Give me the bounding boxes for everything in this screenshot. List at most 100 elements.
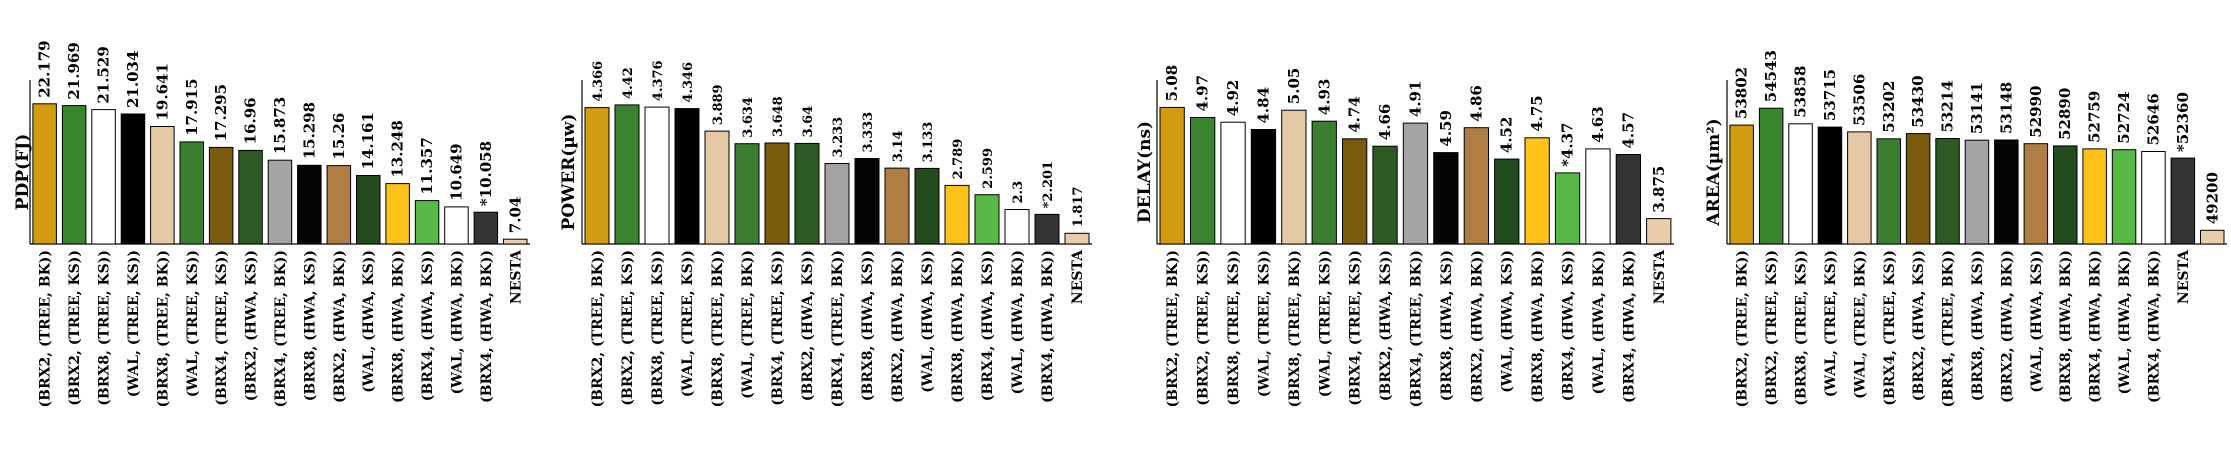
- bar: [1004, 209, 1030, 245]
- bar: [1034, 213, 1060, 245]
- data-label: 49200: [2203, 172, 2221, 224]
- bar: [1905, 133, 1931, 245]
- data-label: 4.42: [621, 67, 636, 99]
- bar: [61, 105, 87, 245]
- bar: [614, 104, 640, 245]
- bar: [238, 149, 263, 245]
- x-tick-label: (BRX4, (TREE, BK)): [830, 250, 846, 407]
- data-label: 3.14: [891, 130, 906, 162]
- x-tick-label: (WAL, (HWA, BK)): [1591, 250, 1607, 394]
- data-label: 4.75: [1528, 95, 1546, 132]
- x-tick-label: (BRX4, (TREE, KS)): [1882, 250, 1898, 406]
- chart-panel-3: DELAY(ns) 5.08 (BRX2, (TREE, BK)) 4.97 (BRX2…: [1135, 65, 1674, 407]
- data-label: 22.179: [36, 40, 54, 97]
- bar: [414, 200, 440, 245]
- x-tick-label: (BRX2, (TREE, BK)): [38, 250, 54, 407]
- x-tick-label: (WAL, (TREE, KS)): [680, 250, 696, 397]
- bar: [1402, 122, 1429, 245]
- data-label: 4.92: [1224, 80, 1242, 117]
- bar: [914, 167, 940, 245]
- x-tick-label: (BRX8, (HWA, BK)): [2058, 250, 2074, 403]
- x-tick-label: (BRX2, (TREE, BK)): [590, 250, 606, 407]
- data-label: 21.034: [124, 51, 142, 108]
- x-tick-label: (BRX2, (TREE, KS)): [1764, 250, 1780, 406]
- bar: [1585, 148, 1611, 245]
- x-tick-label: (BRX8, (TREE, BK)): [710, 250, 726, 407]
- data-label: 15.298: [300, 102, 318, 159]
- x-tick-label: (BRX4, (HWA, BK)): [1040, 250, 1056, 403]
- bar: [1250, 129, 1277, 245]
- data-label: 53430: [1909, 75, 1927, 127]
- x-tick-label: (BRX8, (HWA, BK)): [391, 250, 407, 403]
- data-label: 11.357: [418, 137, 436, 194]
- bar: [1372, 145, 1398, 245]
- data-label: 3.64: [801, 106, 816, 138]
- bar: [1463, 127, 1489, 245]
- data-label: 53506: [1850, 74, 1868, 126]
- data-label: 19.641: [153, 63, 171, 120]
- bar: [2023, 143, 2049, 245]
- chart-panel-4: AREA(µm²) 53802 (BRX2, (TREE, BK)) 54543 (BR…: [1704, 50, 2227, 407]
- data-label: 5.08: [1163, 65, 1181, 102]
- x-tick-label: (WAL, (HWA, BK)): [1010, 250, 1026, 394]
- bar: [267, 159, 293, 245]
- data-label: 4.59: [1437, 110, 1455, 147]
- bar: [1994, 139, 2019, 245]
- x-tick-label: NESTA: [508, 249, 524, 304]
- x-tick-label: (WAL, (HWA, KS)): [1500, 250, 1516, 393]
- x-tick-label: (BRX8, (TREE, BK)): [1287, 250, 1303, 407]
- data-label: 16.96: [242, 97, 260, 144]
- x-tick-label: (BRX8, (HWA, BK)): [1530, 250, 1546, 403]
- x-tick-label: (BRX8, (TREE, KS)): [650, 250, 666, 406]
- bar: [2082, 148, 2107, 245]
- x-tick-label: (BRX4, (TREE, KS)): [214, 250, 230, 406]
- x-tick-label: (WAL, (TREE, KS)): [1823, 250, 1839, 397]
- bar: [2111, 149, 2137, 245]
- x-tick-label: (BRX8, (HWA, KS)): [860, 250, 876, 401]
- data-label: 15.26: [330, 113, 348, 160]
- data-label: 4.376: [651, 60, 666, 101]
- data-label: 3.133: [921, 122, 936, 163]
- bar: [385, 183, 410, 245]
- data-label: 3.634: [741, 97, 756, 138]
- x-tick-label: (BRX2, (HWA, KS)): [1911, 250, 1927, 401]
- x-tick-label: (WAL, (TREE, BK)): [1852, 250, 1868, 399]
- bar: [1342, 138, 1368, 245]
- bar: [854, 158, 880, 245]
- data-label: 53214: [1939, 80, 1957, 132]
- chart-panel-2: POWER(µw) 4.366 (BRX2, (TREE, BK)) 4.42 (BRX…: [559, 60, 1092, 407]
- x-tick-label: (BRX2, (HWA, BK)): [1469, 250, 1485, 403]
- data-label: 3.875: [1650, 166, 1668, 213]
- data-label: 4.57: [1619, 112, 1637, 149]
- x-tick-label: (BRX4, (TREE, BK)): [1409, 250, 1425, 407]
- x-tick-label: (BRX2, (HWA, BK)): [332, 250, 348, 403]
- data-label: 21.529: [95, 46, 113, 103]
- bar: [1758, 107, 1784, 245]
- x-tick-label: (BRX2, (TREE, KS)): [620, 250, 636, 406]
- x-tick-label: (BRX4, (TREE, BK)): [1941, 250, 1957, 407]
- data-label: 10.649: [448, 143, 466, 200]
- x-tick-label: (BRX4, (HWA, BK)): [479, 250, 495, 403]
- x-tick-label: NESTA: [1070, 249, 1086, 304]
- data-label: 4.84: [1254, 87, 1272, 124]
- data-label: 4.97: [1194, 75, 1212, 112]
- bar: [356, 175, 381, 245]
- data-label: 2.3: [1011, 181, 1026, 204]
- x-tick-label: (BRX4, (TREE, KS)): [770, 250, 786, 406]
- bar: [150, 126, 175, 245]
- bar: [2200, 229, 2225, 245]
- x-tick-label: NESTA: [1652, 249, 1668, 304]
- x-tick-label: (BRX8, (HWA, KS)): [1439, 250, 1455, 401]
- x-tick-label: (BRX8, (HWA, BK)): [950, 250, 966, 403]
- data-label: 53202: [1880, 81, 1898, 133]
- data-label: 4.91: [1407, 81, 1425, 118]
- data-label: 52646: [2145, 93, 2163, 145]
- data-label: 21.969: [65, 42, 83, 99]
- data-label: 4.63: [1589, 106, 1607, 143]
- data-label: 13.248: [389, 120, 407, 177]
- data-label: 4.346: [681, 62, 696, 103]
- x-tick-label: (BRX2, (HWA, KS)): [1378, 250, 1394, 401]
- x-tick-label: (BRX2, (TREE, BK)): [1735, 250, 1751, 407]
- bar: [120, 113, 146, 245]
